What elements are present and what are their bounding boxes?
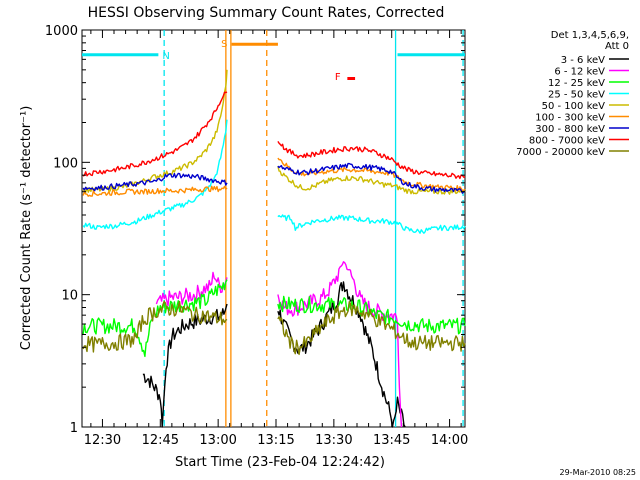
series-line — [82, 91, 228, 177]
series-line — [82, 172, 228, 192]
y-tick-label: 1 — [70, 421, 78, 436]
legend-label: 25 - 50 keV — [548, 90, 605, 101]
series-line — [277, 214, 466, 234]
series-line — [277, 301, 466, 356]
series-line — [277, 141, 466, 180]
legend-label: 300 - 800 keV — [535, 124, 605, 135]
x-tick-label: 13:00 — [199, 433, 236, 448]
legend-label: 100 - 300 keV — [535, 113, 605, 124]
legend-label: 7000 - 20000 keV — [516, 147, 605, 158]
x-tick-label: 14:00 — [431, 433, 468, 448]
flag-bars — [82, 42, 465, 81]
x-axis-label: Start Time (23-Feb-04 12:24:42) — [175, 455, 385, 470]
x-tick-label: 13:30 — [315, 433, 352, 448]
flag-labels: N S F — [162, 39, 340, 83]
y-tick-label: 100 — [53, 156, 78, 171]
series-line — [277, 162, 466, 194]
y-axis-ticks: 1 10 100 1000 — [45, 24, 465, 436]
x-axis-ticks: 12:30 12:45 13:00 13:15 13:30 13:45 14:00 — [84, 30, 468, 448]
flag-label: F — [335, 72, 341, 83]
y-tick-label: 1000 — [45, 24, 78, 39]
series-line — [82, 300, 228, 353]
time-markers — [163, 30, 464, 427]
series-line — [82, 185, 228, 197]
flag-label: N — [162, 51, 169, 62]
x-tick-label: 13:45 — [373, 433, 410, 448]
y-tick-label: 10 — [61, 289, 78, 304]
series-line — [277, 261, 403, 428]
x-tick-label: 12:30 — [84, 433, 121, 448]
series-line — [82, 69, 228, 194]
legend-header: Att 0 — [605, 41, 629, 52]
series-line — [277, 166, 466, 195]
series-line — [155, 271, 228, 307]
y-axis-label: Corrected Count Rate (s⁻¹ detector⁻¹) — [19, 106, 34, 351]
series-line — [277, 295, 466, 335]
legend-label: 3 - 6 keV — [561, 55, 605, 66]
legend-label: 12 - 25 keV — [548, 78, 605, 89]
flag-label: S — [221, 39, 227, 50]
x-tick-label: 12:45 — [142, 433, 179, 448]
timestamp: 29-Mar-2010 08:25 — [560, 468, 637, 477]
plot-frame — [81, 29, 466, 428]
data-series — [82, 69, 466, 428]
legend-label: 6 - 12 keV — [554, 67, 605, 78]
chart-title: HESSI Observing Summary Count Rates, Cor… — [88, 5, 445, 21]
legend-label: 50 - 100 keV — [542, 101, 606, 112]
legend-label: 800 - 7000 keV — [529, 136, 605, 147]
x-tick-label: 13:15 — [257, 433, 294, 448]
legend-header: Det 1,3,4,5,6,9, — [551, 30, 629, 41]
series-line — [142, 303, 228, 428]
